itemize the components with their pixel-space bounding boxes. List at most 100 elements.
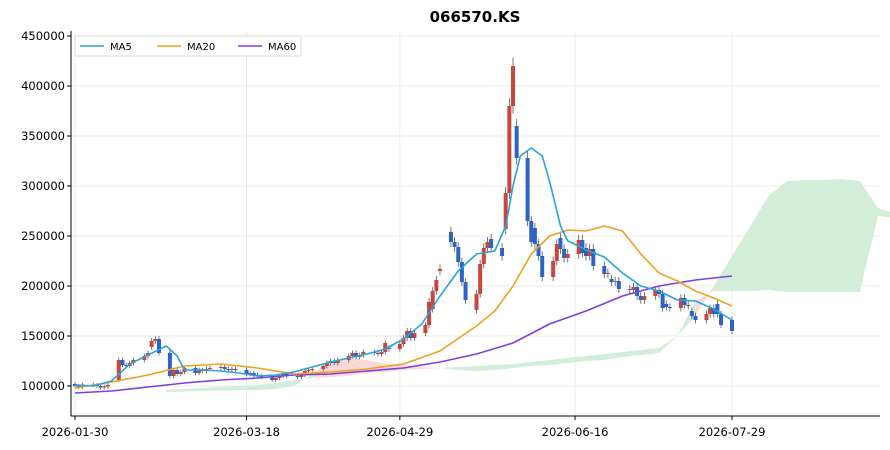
candle-up bbox=[653, 290, 658, 296]
candle-down bbox=[459, 262, 464, 282]
candle-down bbox=[270, 377, 275, 380]
candle-up bbox=[306, 370, 311, 371]
ma60-line bbox=[74, 275, 733, 394]
candle-down bbox=[175, 370, 180, 374]
candle-down bbox=[386, 348, 391, 349]
candle-down bbox=[719, 314, 724, 325]
candle-up bbox=[438, 269, 442, 271]
candle-up bbox=[281, 374, 286, 376]
candle-up bbox=[478, 264, 483, 294]
candle-up bbox=[142, 356, 147, 360]
cloud-band bbox=[695, 286, 714, 316]
candle-up bbox=[551, 261, 556, 277]
candle-down bbox=[295, 376, 300, 377]
candle-up bbox=[197, 370, 202, 373]
x-tick-label: 2026-07-29 bbox=[699, 425, 766, 439]
candle-up bbox=[587, 249, 592, 256]
candle-down bbox=[638, 296, 643, 300]
candle-up bbox=[412, 333, 417, 338]
candle-down bbox=[627, 289, 632, 290]
candle-up bbox=[423, 325, 428, 333]
candle-down bbox=[226, 369, 231, 370]
candle-down bbox=[408, 331, 413, 338]
candle-up bbox=[321, 366, 326, 369]
candle-up bbox=[565, 254, 570, 258]
candle-down bbox=[124, 365, 129, 366]
candle-up bbox=[178, 372, 183, 374]
candle-down bbox=[682, 298, 687, 305]
candle-down bbox=[693, 316, 698, 320]
candle-up bbox=[273, 378, 278, 380]
candle-down bbox=[98, 386, 103, 388]
candle-down bbox=[584, 248, 588, 256]
candle-down bbox=[616, 281, 621, 289]
axes: 100000 150000 200000 250000 300000 350000 4000… bbox=[21, 29, 880, 439]
cloud-band bbox=[166, 374, 313, 392]
candle-up bbox=[434, 280, 439, 291]
candle-up bbox=[511, 66, 515, 106]
candle-up bbox=[503, 193, 508, 229]
candle-down bbox=[251, 373, 256, 375]
ma20-line bbox=[74, 225, 733, 389]
candle-up bbox=[631, 287, 636, 290]
candle-up bbox=[405, 331, 410, 338]
candle-up bbox=[613, 281, 618, 282]
candle-down bbox=[354, 353, 359, 357]
candle-up bbox=[554, 244, 559, 261]
candle-down bbox=[525, 158, 530, 221]
candle-up bbox=[219, 367, 223, 368]
candle-down bbox=[730, 320, 734, 331]
y-tick-label: 400000 bbox=[21, 79, 65, 93]
candle-up bbox=[678, 298, 683, 308]
candle-down bbox=[529, 221, 534, 242]
candle-up bbox=[481, 248, 486, 264]
y-tick-label: 150000 bbox=[21, 329, 65, 343]
candle-down bbox=[558, 238, 563, 249]
moving-average-lines bbox=[74, 147, 733, 394]
candle-down bbox=[591, 249, 596, 266]
candle-up bbox=[299, 375, 304, 377]
candle-down bbox=[167, 353, 172, 376]
candle-up bbox=[485, 242, 490, 248]
candle-up bbox=[507, 106, 512, 193]
candle-down bbox=[244, 370, 249, 374]
candle-down bbox=[667, 307, 672, 308]
legend-label: MA5 bbox=[110, 42, 132, 53]
candle-up bbox=[474, 294, 479, 310]
candle-up bbox=[208, 368, 213, 369]
candle-up bbox=[229, 369, 234, 370]
candle-down bbox=[664, 304, 669, 307]
grid bbox=[71, 31, 880, 416]
candle-down bbox=[156, 339, 161, 353]
candle-down bbox=[500, 248, 505, 256]
candle-up bbox=[153, 339, 158, 341]
y-tick-label: 300000 bbox=[21, 179, 65, 193]
candle-down bbox=[456, 247, 461, 262]
legend-label: MA20 bbox=[187, 42, 215, 53]
candle-down bbox=[562, 249, 567, 258]
candle-down bbox=[580, 240, 585, 253]
candle-up bbox=[310, 369, 315, 370]
candle-down bbox=[489, 239, 494, 248]
x-tick-label: 2026-06-16 bbox=[542, 425, 609, 439]
legend: MA5 MA20 MA60 bbox=[74, 35, 302, 57]
candle-up bbox=[576, 240, 581, 254]
candle-down bbox=[689, 311, 694, 316]
candle-down bbox=[514, 126, 519, 158]
y-tick-label: 200000 bbox=[21, 279, 65, 293]
candle-down bbox=[686, 305, 691, 306]
y-tick-label: 250000 bbox=[21, 229, 65, 243]
candle-up bbox=[361, 352, 366, 355]
candle-down bbox=[76, 386, 81, 387]
x-tick-label: 2026-04-29 bbox=[366, 425, 433, 439]
legend-label: MA60 bbox=[268, 42, 296, 53]
cloud-band bbox=[440, 301, 696, 371]
candle-down bbox=[448, 232, 453, 242]
candle-down bbox=[452, 242, 457, 247]
candle-up bbox=[116, 360, 121, 380]
candle-down bbox=[660, 294, 665, 308]
candle-down bbox=[532, 228, 537, 244]
candle-up bbox=[105, 385, 110, 387]
cloud-band bbox=[713, 179, 890, 292]
